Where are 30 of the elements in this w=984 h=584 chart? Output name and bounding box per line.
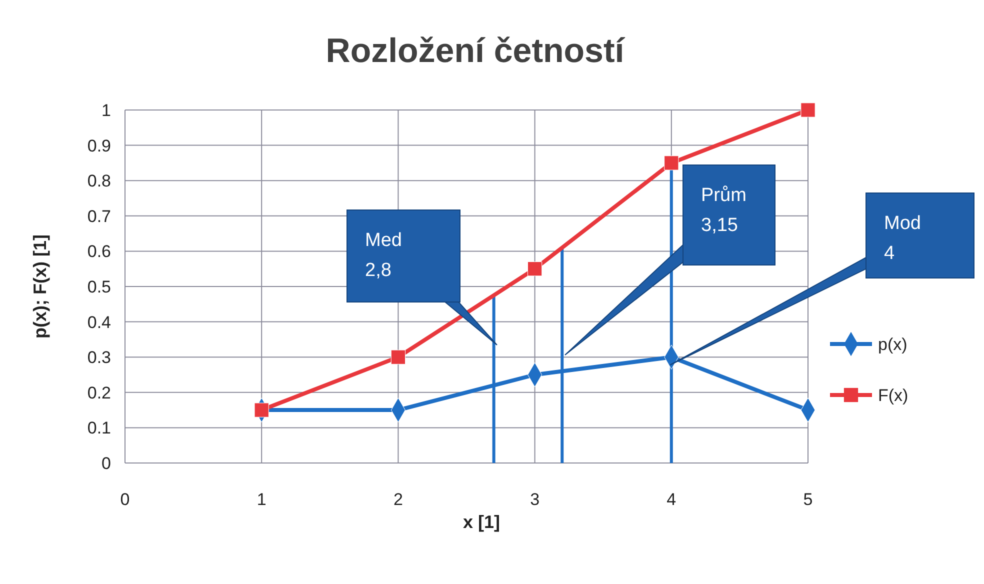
x-tick-label: 5 (803, 490, 813, 509)
x-tick-label: 1 (256, 490, 266, 509)
point (390, 350, 406, 364)
chart-title: Rozložení četností (326, 32, 626, 70)
y-tick-label: 0.8 (87, 172, 111, 191)
y-tick-label: 0 (102, 454, 111, 473)
x-tick-label: 2 (393, 490, 403, 509)
y-tick-label: 0.6 (87, 242, 111, 262)
legend-label: p(x) (878, 335, 908, 354)
text: Mod 4 (884, 213, 921, 264)
y-tick-label: 0.1 (87, 418, 111, 438)
y-axis-title: p(x); F(x) [1] (30, 234, 50, 338)
point (527, 262, 542, 276)
annotation: Med 2,8 (365, 230, 402, 281)
x-tick-label: 3 (530, 490, 540, 509)
y-tick-label: 0.7 (87, 206, 111, 226)
x-axis-title: x [1] (462, 512, 500, 532)
y-tick-label: 0.3 (87, 348, 111, 368)
y-tick-label: 0.9 (87, 136, 111, 156)
point (800, 102, 816, 118)
point (664, 156, 679, 170)
annotation: Prům 3,15 (701, 185, 746, 236)
point (254, 402, 269, 418)
legend-label: F(x) (878, 386, 908, 405)
y-tick-label: 0.4 (87, 312, 111, 332)
x-tick-label: 0 (120, 490, 130, 509)
y-tick-label: 1 (102, 101, 111, 120)
y-tick-label: 0.5 (87, 278, 111, 296)
y-tick-label: 0.2 (87, 383, 111, 402)
x-tick-label: 4 (666, 490, 676, 509)
